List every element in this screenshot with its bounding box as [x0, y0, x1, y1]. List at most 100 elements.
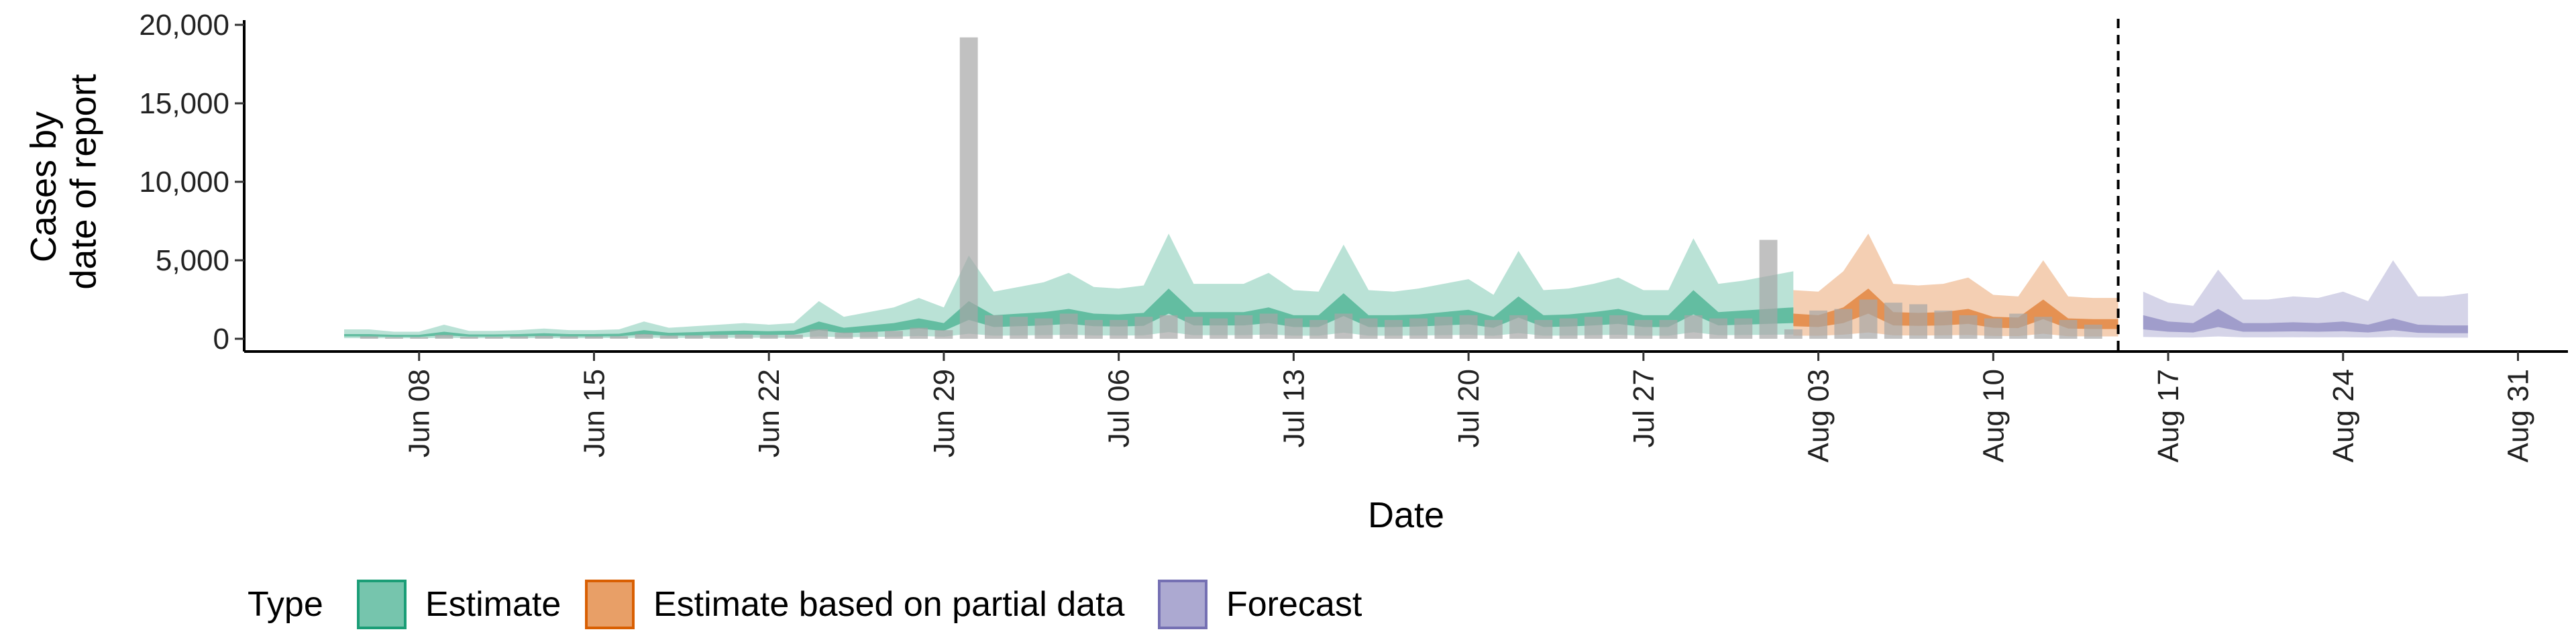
bar	[1259, 313, 1278, 339]
bar	[1234, 315, 1253, 339]
bar	[1010, 317, 1028, 339]
x-tick-label: Jul 20	[1452, 369, 1485, 447]
bar	[1634, 319, 1653, 339]
x-tick-label: Aug 03	[1803, 369, 1835, 462]
plot-area	[343, 37, 2469, 339]
bar	[1359, 318, 1378, 339]
legend-item: Estimate based on partial data	[585, 580, 1125, 629]
bar	[1834, 309, 1853, 339]
bar	[485, 337, 503, 339]
bar	[1534, 319, 1553, 339]
bar	[1034, 318, 1053, 339]
bar	[460, 337, 478, 339]
bar	[934, 330, 953, 339]
y-axis-title-line: date of report	[64, 74, 104, 289]
bar	[1909, 304, 1927, 339]
bar	[959, 37, 978, 339]
bar	[1309, 319, 1328, 339]
bar	[1659, 319, 1678, 339]
bar	[910, 327, 928, 339]
y-axis-title: Cases by date of report	[23, 74, 103, 289]
bar	[1110, 319, 1128, 339]
bar	[1934, 310, 1953, 339]
legend-item: Forecast	[1158, 580, 1362, 629]
bar	[2059, 319, 2078, 339]
x-tick-label: Jun 08	[403, 369, 436, 458]
bar	[1434, 317, 1453, 339]
x-tick-label: Aug 24	[2327, 369, 2360, 462]
x-tick-label: Aug 17	[2152, 369, 2185, 462]
y-tick-label: 20,000	[139, 9, 229, 42]
bar	[859, 331, 878, 339]
bar	[510, 336, 529, 339]
ribbon	[2143, 309, 2469, 333]
bar	[535, 335, 553, 339]
bar	[1559, 318, 1578, 339]
bar	[1210, 318, 1228, 339]
bar	[785, 334, 803, 339]
bar	[360, 336, 378, 339]
bar	[1584, 317, 1603, 339]
bar	[1884, 303, 1902, 339]
bar	[759, 335, 778, 339]
y-tick-label: 5,000	[156, 244, 229, 277]
legend-key	[585, 580, 635, 629]
bar	[885, 331, 903, 339]
bar	[635, 333, 653, 339]
bar	[585, 336, 603, 339]
bar	[1509, 315, 1528, 339]
bar	[1709, 318, 1728, 339]
bar	[735, 334, 753, 339]
bar	[2084, 324, 2102, 339]
bar	[2034, 317, 2053, 339]
bar	[1759, 239, 1778, 339]
bar	[2009, 313, 2027, 339]
x-tick-label: Jul 27	[1627, 369, 1660, 447]
bar	[1459, 315, 1478, 339]
x-axis-title: Date	[1368, 495, 1444, 535]
y-tick-label: 15,000	[139, 87, 229, 120]
legend-key	[357, 580, 407, 629]
legend-title: Type	[248, 585, 323, 624]
bar	[1184, 317, 1203, 339]
bar	[1809, 310, 1827, 339]
bar	[710, 335, 729, 339]
bar	[1734, 318, 1753, 339]
bar	[659, 335, 678, 339]
bar	[985, 315, 1003, 339]
y-tick-label: 0	[213, 323, 229, 356]
bar	[835, 332, 853, 339]
bar	[1484, 319, 1503, 339]
x-tick-label: Jun 15	[578, 369, 610, 458]
legend-label: Estimate	[425, 585, 561, 624]
bar	[810, 329, 828, 339]
ribbon	[343, 288, 1794, 337]
bar	[1409, 318, 1428, 339]
x-tick-label: Jun 29	[928, 369, 961, 458]
x-tick-label: Jun 22	[753, 369, 786, 458]
legend-item: Estimate	[357, 580, 561, 629]
bar	[410, 337, 429, 339]
bar	[1059, 313, 1078, 339]
x-tick-label: Jul 13	[1277, 369, 1310, 447]
bar	[1984, 318, 2002, 339]
bar	[1134, 317, 1153, 339]
x-tick-label: Aug 31	[2502, 369, 2535, 462]
bar	[1159, 315, 1178, 339]
bar	[559, 336, 578, 339]
x-tick-label: Jul 06	[1103, 369, 1136, 447]
bar	[1284, 318, 1303, 339]
bar	[1859, 299, 1878, 339]
legend-label: Estimate based on partial data	[653, 585, 1125, 624]
legend-key	[1158, 580, 1208, 629]
bar	[1684, 315, 1703, 339]
bar	[385, 337, 403, 339]
bar	[1784, 329, 1803, 339]
bar	[1609, 315, 1628, 339]
x-tick-label: Aug 10	[1977, 369, 2010, 462]
y-tick-label: 10,000	[139, 166, 229, 199]
bar	[435, 335, 453, 339]
ribbon	[343, 233, 1794, 339]
